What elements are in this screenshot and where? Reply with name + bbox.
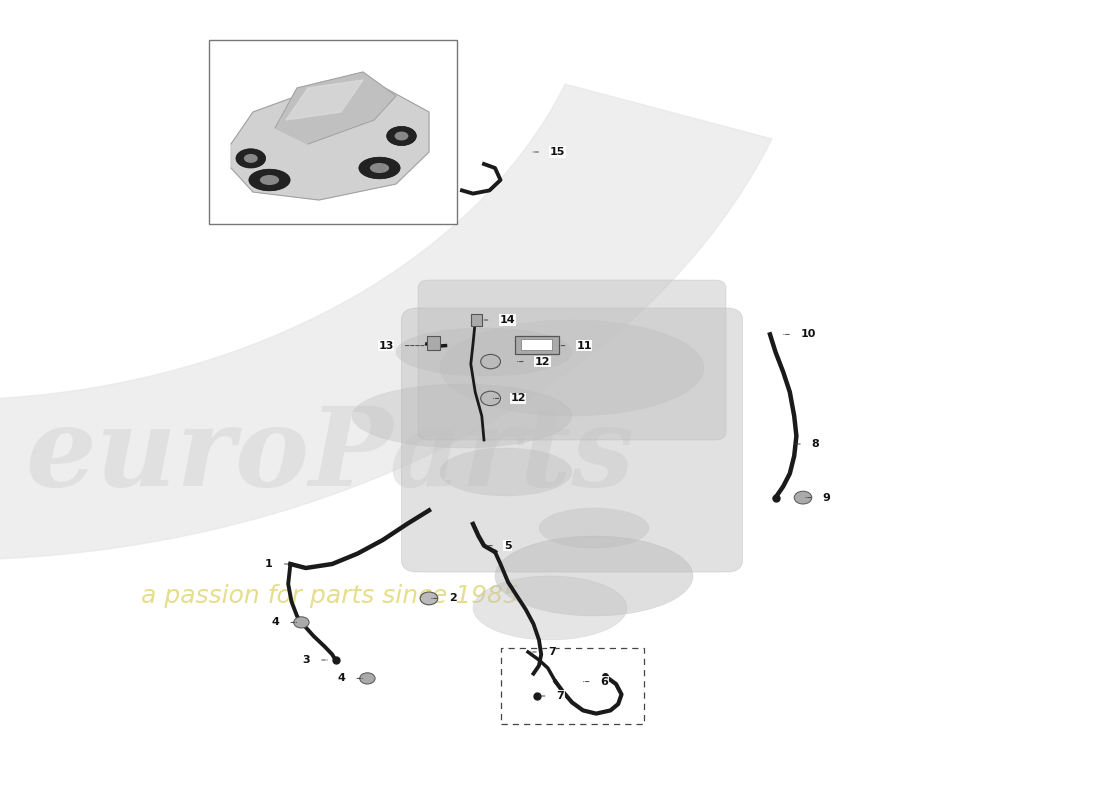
FancyBboxPatch shape [418,280,726,440]
Circle shape [481,391,500,406]
Bar [515,336,559,354]
Text: 2: 2 [449,594,456,603]
Bar [500,648,644,724]
Bar [471,314,482,326]
Text: 9: 9 [823,493,830,502]
Polygon shape [275,72,396,144]
Circle shape [294,617,309,628]
Text: 11: 11 [576,341,592,350]
Ellipse shape [244,154,257,163]
Bar [427,336,440,350]
Text: a passion for parts since 1985: a passion for parts since 1985 [141,584,519,608]
Polygon shape [286,80,363,120]
Ellipse shape [236,149,266,168]
Ellipse shape [539,508,649,548]
FancyBboxPatch shape [402,308,742,572]
Ellipse shape [440,448,572,496]
Polygon shape [0,84,772,560]
Ellipse shape [495,536,693,616]
Text: 7: 7 [557,691,564,701]
Bar [521,339,552,350]
Polygon shape [231,88,429,200]
Text: 12: 12 [510,394,526,403]
Text: 5: 5 [504,541,512,550]
Text: 1: 1 [265,559,273,569]
Ellipse shape [249,170,290,190]
Ellipse shape [396,328,572,376]
Ellipse shape [370,163,389,173]
Text: 15: 15 [550,147,565,157]
Circle shape [794,491,812,504]
Ellipse shape [387,126,416,146]
Ellipse shape [352,384,572,448]
Text: 4: 4 [338,674,345,683]
Text: 14: 14 [499,315,515,325]
Circle shape [360,673,375,684]
Ellipse shape [440,320,704,416]
Ellipse shape [359,157,400,178]
Circle shape [481,354,500,369]
Text: 6: 6 [601,677,608,686]
Text: 13: 13 [378,341,394,350]
Text: 7: 7 [548,647,556,657]
Text: 3: 3 [302,655,310,665]
Text: 8: 8 [812,439,820,449]
Circle shape [420,592,438,605]
Ellipse shape [473,576,627,640]
Bar [209,40,456,224]
Ellipse shape [260,175,279,185]
Text: euroParts: euroParts [25,402,635,510]
Text: 4: 4 [272,618,279,627]
Ellipse shape [395,131,408,141]
Text: 12: 12 [535,357,550,366]
Text: 10: 10 [801,330,816,339]
